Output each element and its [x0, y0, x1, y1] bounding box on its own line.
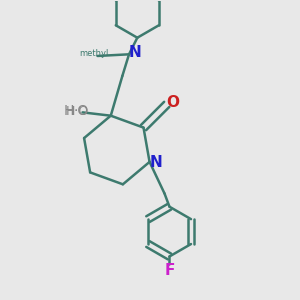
Text: O: O	[166, 95, 179, 110]
Text: ·O: ·O	[73, 104, 88, 118]
Text: N: N	[129, 45, 141, 60]
Text: methyl: methyl	[79, 49, 108, 58]
Text: N: N	[149, 155, 162, 170]
Text: H: H	[63, 104, 74, 118]
Text: H·O: H·O	[66, 104, 89, 118]
Text: F: F	[164, 263, 175, 278]
